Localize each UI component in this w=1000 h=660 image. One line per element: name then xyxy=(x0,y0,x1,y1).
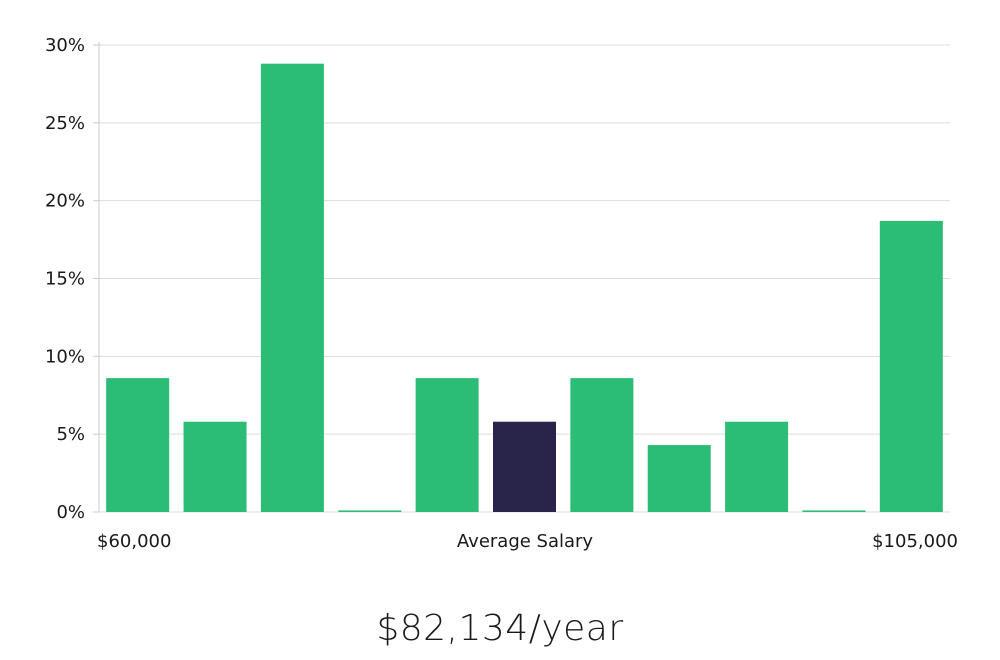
bar xyxy=(802,510,866,512)
x-label-center: Average Salary xyxy=(457,531,594,552)
y-tick-label: 10% xyxy=(45,346,85,367)
y-tick-label: 0% xyxy=(56,502,85,523)
x-label-max: $105,000 xyxy=(872,531,958,552)
y-tick-label: 30% xyxy=(45,35,85,56)
y-tick-label: 15% xyxy=(45,269,85,290)
y-tick-label: 20% xyxy=(45,191,85,212)
bar xyxy=(725,421,789,512)
bar xyxy=(338,510,402,512)
bar xyxy=(260,63,324,513)
bar xyxy=(415,378,479,512)
y-tick-label: 25% xyxy=(45,113,85,134)
bar xyxy=(570,378,634,512)
bar xyxy=(183,421,247,512)
y-axis-ticks: 0% 5% 10% 15% 20% 25% 30% xyxy=(45,35,99,523)
bar xyxy=(647,445,711,512)
bars xyxy=(106,63,943,513)
bar xyxy=(106,378,170,512)
y-tick-label: 5% xyxy=(56,424,85,445)
bar xyxy=(879,220,943,513)
salary-histogram: 0% 5% 10% 15% 20% 25% 30% $60,000 Average Sala… xyxy=(45,35,958,552)
bar-highlighted xyxy=(493,421,556,512)
x-label-min: $60,000 xyxy=(97,531,171,552)
average-salary-value: $82,134/year xyxy=(376,608,624,649)
